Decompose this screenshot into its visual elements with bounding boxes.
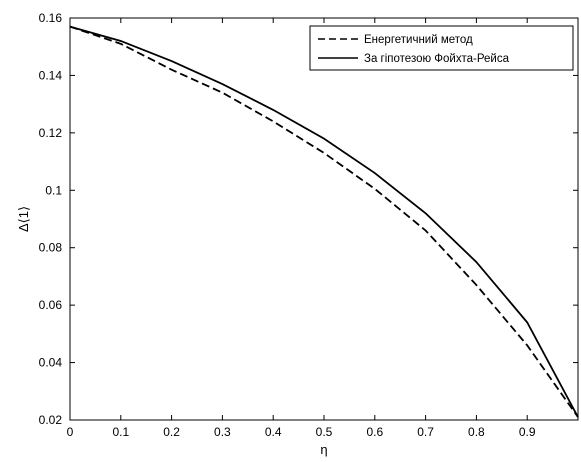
x-tick-label: 0.8: [468, 425, 485, 439]
x-tick-label: 0.7: [417, 425, 434, 439]
x-tick-label: 0.3: [214, 425, 231, 439]
series-layer: [69, 25, 579, 418]
y-tick-label: 0.06: [39, 298, 63, 312]
x-axis-label: η: [320, 442, 327, 457]
axis-ticks: [69, 17, 578, 421]
x-tick-label: 0.4: [265, 425, 282, 439]
x-tick-label: 0.2: [163, 425, 180, 439]
y-axis-label: Δ⟨1⟩: [16, 206, 31, 232]
legend: Енергетичний метод За гіпотезою Фойхта-Р…: [309, 25, 574, 71]
tick-labels: 0 0.1 0.2 0.3 0.4 0.5 0.6 0.7 0.8 0.9 0.02 0.04 0.06…: [39, 11, 536, 439]
x-tick-label: 0.9: [519, 425, 536, 439]
series-line-voigt-reuss: [69, 25, 579, 418]
series-line-energy-method: [69, 25, 579, 418]
y-tick-label: 0.08: [39, 241, 63, 255]
y-tick-label: 0.1: [45, 183, 62, 197]
y-tick-label: 0.02: [39, 413, 63, 427]
y-tick-label: 0.12: [39, 126, 63, 140]
x-tick-label: 0.5: [316, 425, 333, 439]
legend-box: [309, 25, 574, 71]
legend-label-energy-method: Енергетичний метод: [364, 34, 473, 46]
legend-label-voigt-reuss: За гіпотезою Фойхта-Рейса: [364, 53, 510, 65]
x-tick-label: 0.1: [112, 425, 129, 439]
y-tick-label: 0.04: [39, 356, 63, 370]
y-tick-label: 0.16: [39, 11, 63, 25]
x-tick-label: 0.6: [366, 425, 383, 439]
x-tick-label: 0: [67, 425, 74, 439]
y-tick-label: 0.14: [39, 68, 63, 82]
